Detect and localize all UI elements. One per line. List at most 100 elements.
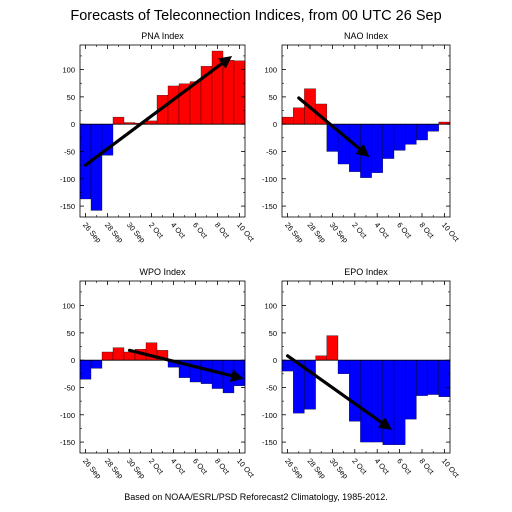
y-tick-label: 50 xyxy=(67,329,75,338)
bar xyxy=(360,360,372,443)
x-tick-label: 4 Oct xyxy=(169,221,188,241)
y-tick-label: -100 xyxy=(262,175,277,184)
x-tick-label: 28 Sep xyxy=(305,457,327,481)
trend-arrow xyxy=(127,348,244,382)
x-tick-label: 28 Sep xyxy=(305,221,327,245)
chart-panel-1: NAO Index -150 -100 -50 0 50 100 26 Sep 28 Sep 30… xyxy=(262,31,462,245)
x-tick-label: 6 Oct xyxy=(191,221,210,241)
bar xyxy=(90,124,103,211)
bar xyxy=(112,116,125,125)
x-tick-label: 4 Oct xyxy=(373,221,392,241)
bar xyxy=(337,360,350,374)
x-tick-label: 26 Sep xyxy=(81,221,103,245)
bar xyxy=(438,360,451,397)
y-tick-label: 0 xyxy=(273,356,277,365)
bar xyxy=(393,360,406,445)
x-tick-label: 28 Sep xyxy=(103,221,125,245)
trend-arrow xyxy=(83,55,233,167)
x-tick-label: 2 Oct xyxy=(350,221,369,241)
x-tick-label: 2 Oct xyxy=(147,457,166,477)
x-tick-label: 6 Oct xyxy=(395,457,414,477)
bar xyxy=(293,107,305,125)
y-tick-label: -50 xyxy=(64,383,75,392)
x-tick-label: 10 Oct xyxy=(235,221,257,244)
chart-panel-0: PNA Index -150 -100 -50 0 50 100 26 Sep 28 Sep 30… xyxy=(60,31,257,245)
x-tick-label: 2 Oct xyxy=(147,221,166,241)
x-tick-label: 30 Sep xyxy=(328,221,350,245)
y-tick-label: 0 xyxy=(71,120,75,129)
bar xyxy=(112,347,125,361)
x-tick-label: 30 Sep xyxy=(125,457,147,481)
bar xyxy=(167,85,180,125)
x-tick-label: 4 Oct xyxy=(169,457,188,477)
bar xyxy=(371,360,383,443)
trend-arrow xyxy=(297,96,370,158)
bar xyxy=(145,120,158,125)
y-tick-label: 50 xyxy=(67,93,75,102)
x-tick-label: 8 Oct xyxy=(417,221,436,241)
bar xyxy=(382,360,395,445)
chart-title: EPO Index xyxy=(344,267,388,277)
y-tick-label: -150 xyxy=(262,438,277,447)
y-tick-label: 50 xyxy=(269,93,277,102)
y-tick-label: -150 xyxy=(262,202,277,211)
x-tick-label: 6 Oct xyxy=(395,221,414,241)
bar xyxy=(233,60,246,125)
trend-arrow xyxy=(286,354,393,430)
y-tick-label: 100 xyxy=(264,302,277,311)
y-tick-label: 0 xyxy=(71,356,75,365)
bar xyxy=(189,360,202,383)
bar xyxy=(393,124,406,151)
chart-panel-2: WPO Index -150 -100 -50 0 50 100 26 Sep 28 Sep 30… xyxy=(60,267,257,481)
bar xyxy=(427,124,439,132)
bar xyxy=(326,335,339,361)
x-tick-label: 26 Sep xyxy=(283,457,305,481)
y-tick-label: 100 xyxy=(62,66,75,75)
x-tick-label: 2 Oct xyxy=(350,457,369,477)
bar xyxy=(405,124,417,145)
bar xyxy=(281,360,294,372)
bar xyxy=(371,124,383,173)
y-tick-label: -50 xyxy=(266,383,277,392)
y-tick-label: 0 xyxy=(273,120,277,129)
x-tick-label: 6 Oct xyxy=(191,457,210,477)
x-tick-label: 10 Oct xyxy=(440,457,462,480)
chart-panel-3: EPO Index -150 -100 -50 0 50 100 26 Sep 28 Sep 30… xyxy=(262,267,462,481)
bar xyxy=(382,124,395,159)
bar xyxy=(416,360,428,396)
bar xyxy=(233,360,246,386)
y-tick-label: -100 xyxy=(60,411,75,420)
bar xyxy=(315,355,327,361)
x-tick-label: 30 Sep xyxy=(328,457,350,481)
page-title: Forecasts of Teleconnection Indices, fro… xyxy=(70,8,442,24)
y-tick-label: -50 xyxy=(266,147,277,156)
x-tick-label: 28 Sep xyxy=(103,457,125,481)
chart-title: NAO Index xyxy=(344,31,389,41)
x-tick-label: 10 Oct xyxy=(235,457,257,480)
y-tick-label: 100 xyxy=(62,302,75,311)
y-tick-label: 100 xyxy=(264,66,277,75)
chart-title: PNA Index xyxy=(141,31,184,41)
y-tick-label: -150 xyxy=(60,202,75,211)
x-tick-label: 26 Sep xyxy=(81,457,103,481)
y-tick-label: -100 xyxy=(60,175,75,184)
bar xyxy=(405,360,417,420)
y-tick-label: 50 xyxy=(269,329,277,338)
x-tick-label: 8 Oct xyxy=(213,457,232,477)
bar xyxy=(222,60,235,125)
bar xyxy=(123,351,136,361)
bar xyxy=(101,351,114,361)
bar xyxy=(90,360,103,369)
bar xyxy=(349,360,361,422)
y-tick-label: -100 xyxy=(262,411,277,420)
y-tick-label: -150 xyxy=(60,438,75,447)
x-tick-label: 30 Sep xyxy=(125,221,147,245)
x-tick-label: 26 Sep xyxy=(283,221,305,245)
chart-title: WPO Index xyxy=(139,267,186,277)
bar xyxy=(416,124,428,141)
bar xyxy=(427,360,439,395)
bar xyxy=(281,116,294,125)
bar xyxy=(79,360,92,380)
x-tick-label: 8 Oct xyxy=(213,221,232,241)
